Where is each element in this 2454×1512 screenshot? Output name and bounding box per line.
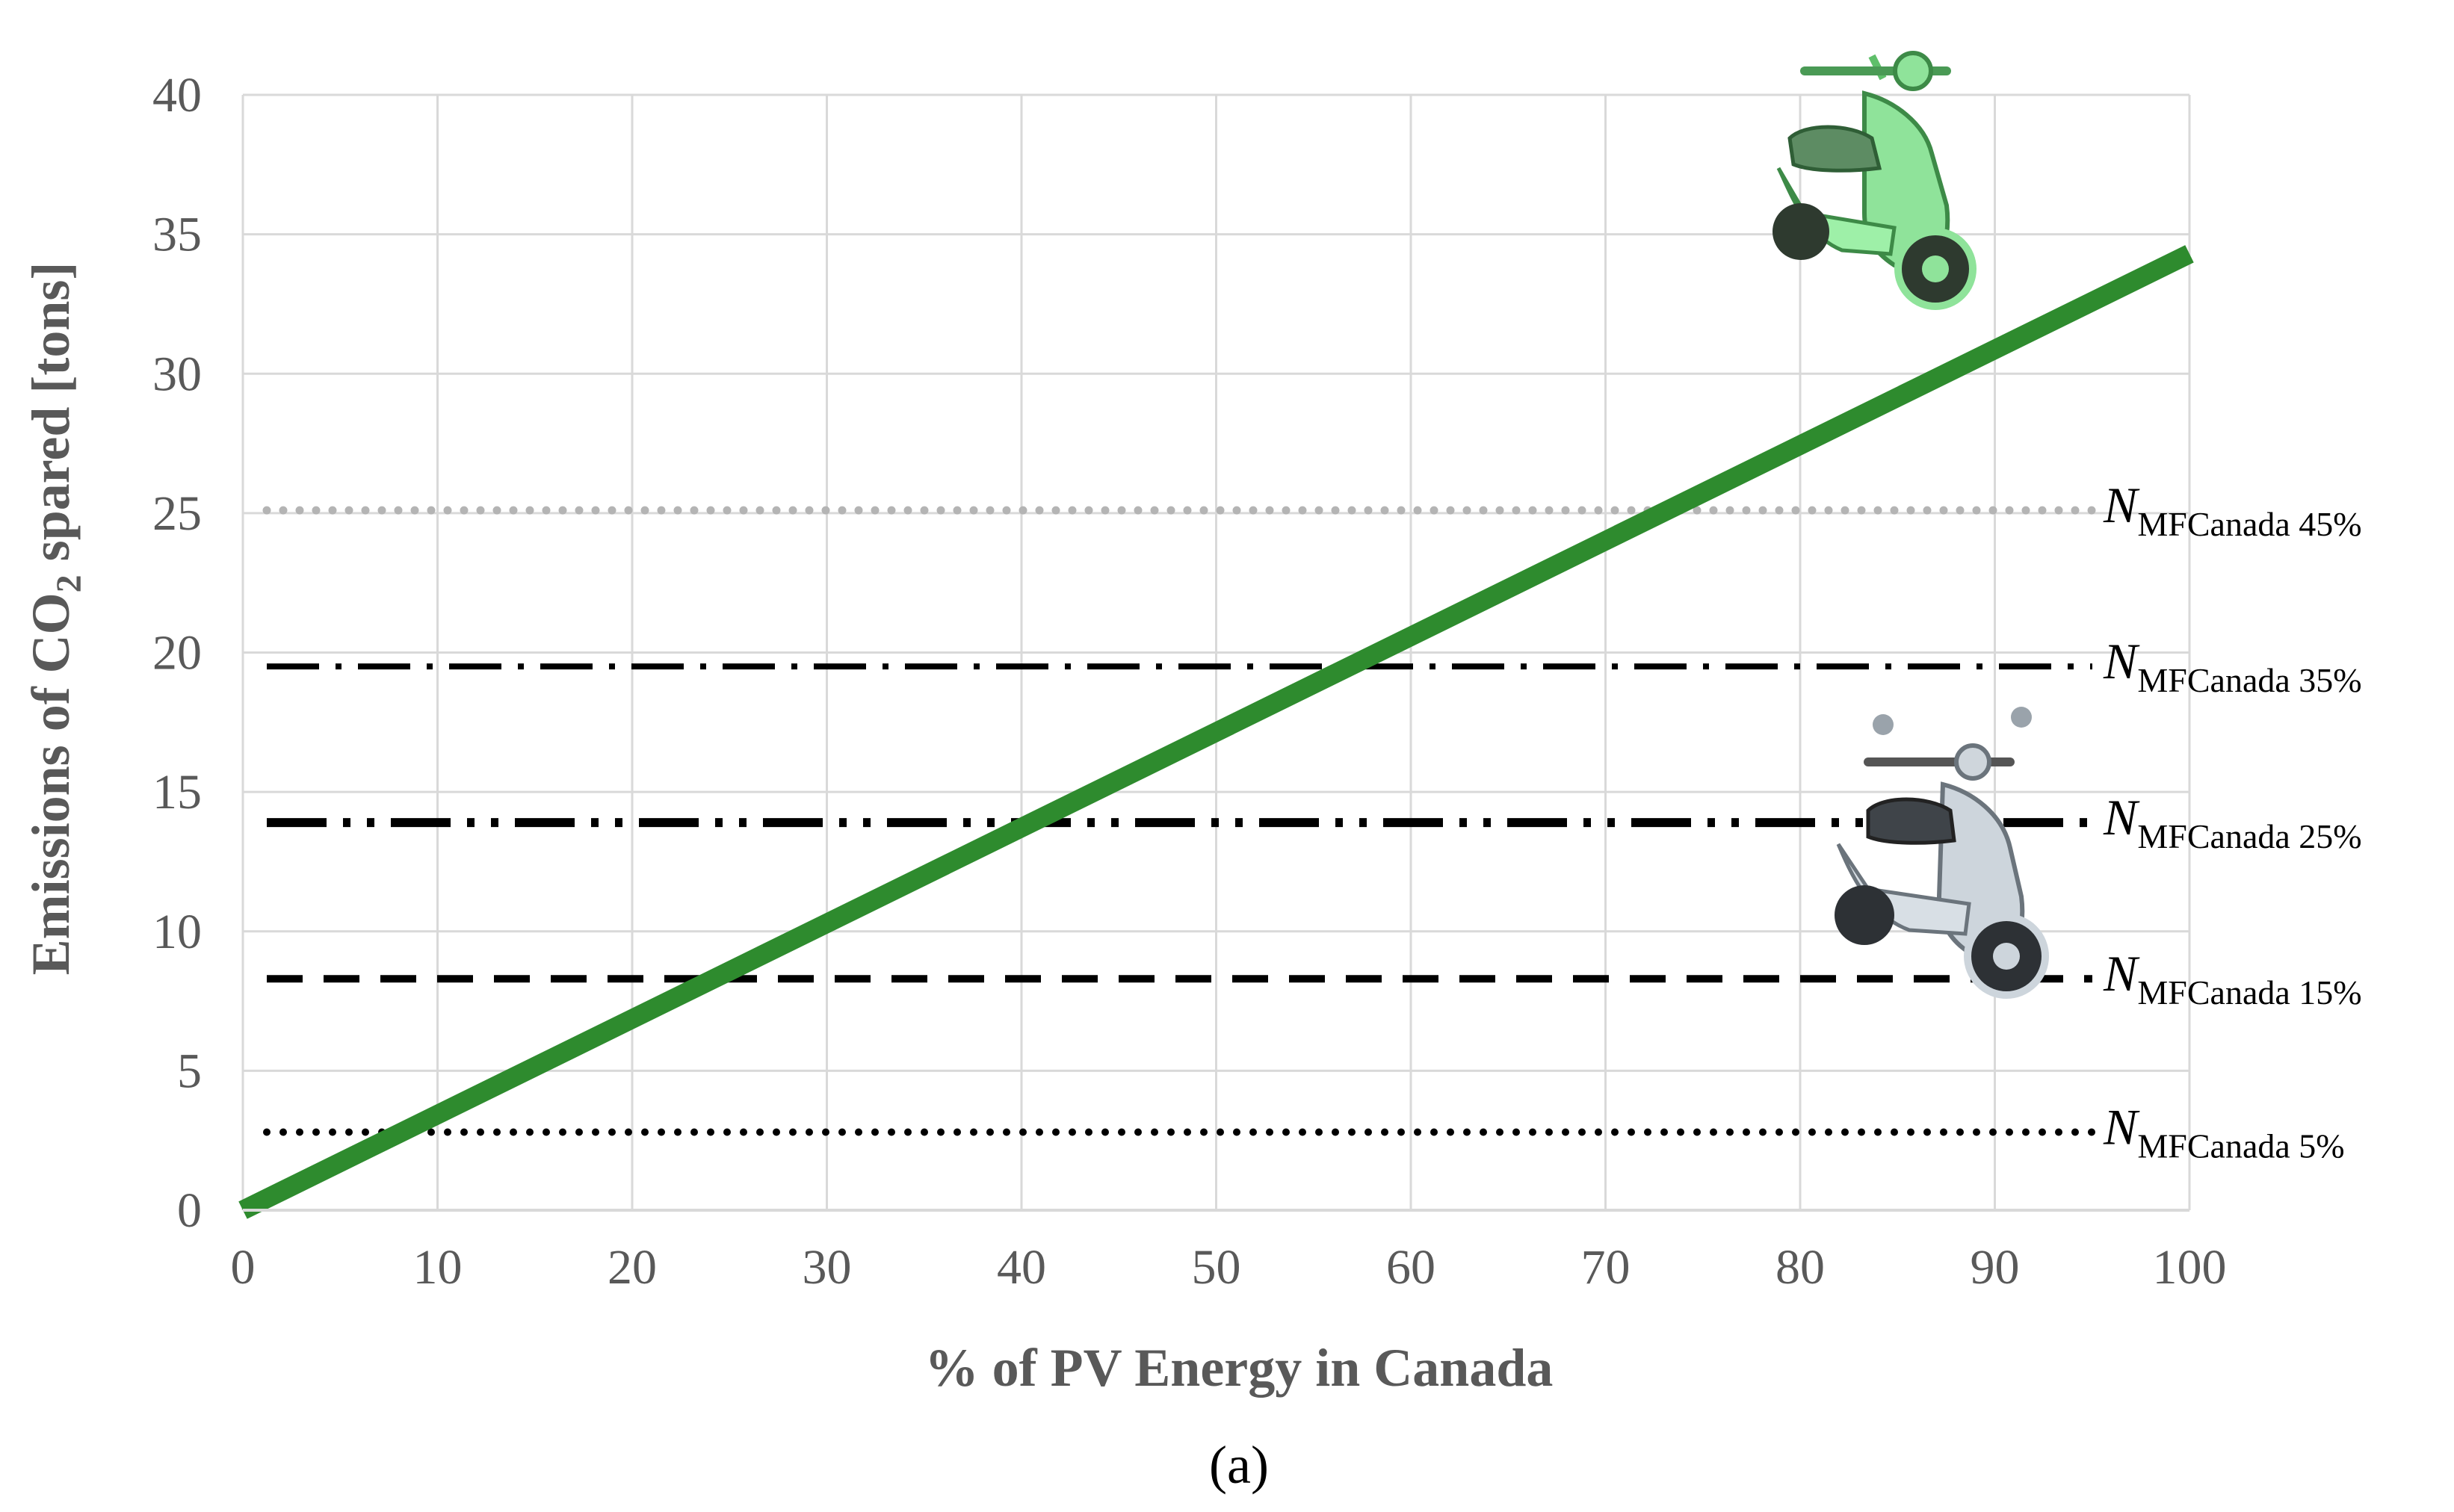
x-tick-label: 90 xyxy=(1971,1240,2020,1295)
x-tick-label: 20 xyxy=(608,1240,657,1295)
reference-lines xyxy=(262,506,2097,1136)
series-layer xyxy=(238,245,2194,1219)
reference-line-label: NMFCanada 35% xyxy=(2103,633,2362,699)
y-tick-label: 35 xyxy=(152,208,202,262)
reference-line-label: NMFCanada 45% xyxy=(2103,477,2362,543)
axes: 0 10 20 30 40 50 60 70 80 90 100 0 5 10 15 20 25 30 35 40 xyxy=(152,68,2227,1295)
reference-line-label: NMFCanada 25% xyxy=(2103,789,2362,855)
y-tick-label: 20 xyxy=(152,626,202,681)
y-axis-title-suffix: spared [tons] xyxy=(21,262,81,575)
reference-line-labels: NMFCanada 45% NMFCanada 35% NMFCanada 25% N… xyxy=(2103,477,2362,1165)
y-tick-label: 25 xyxy=(152,486,202,541)
y-axis-title: Emissions of CO2 spared [tons] xyxy=(21,262,89,976)
x-tick-label: 70 xyxy=(1581,1240,1631,1295)
gray-scooter-icon xyxy=(1835,707,2049,999)
y-axis-title-prefix: Emissions of CO xyxy=(21,592,81,975)
y-tick-label: 40 xyxy=(152,68,202,123)
reference-line-label: NMFCanada 15% xyxy=(2103,945,2362,1011)
x-tick-label: 10 xyxy=(413,1240,463,1295)
series-line xyxy=(238,245,2194,1219)
x-tick-label: 0 xyxy=(231,1240,256,1295)
x-tick-label: 30 xyxy=(803,1240,852,1295)
x-tick-label: 60 xyxy=(1386,1240,1435,1295)
reference-line-label: NMFCanada 5% xyxy=(2103,1098,2345,1165)
x-tick-label: 100 xyxy=(2153,1240,2227,1295)
x-tick-label: 40 xyxy=(997,1240,1046,1295)
x-tick-label: 80 xyxy=(1775,1240,1825,1295)
y-tick-label: 10 xyxy=(152,905,202,959)
y-tick-label: 5 xyxy=(177,1044,202,1098)
y-tick-label: 0 xyxy=(177,1183,202,1238)
figure-caption: (a) xyxy=(1209,1435,1269,1495)
green-scooter-icon xyxy=(1772,51,1977,310)
scooter-icons xyxy=(1772,51,2049,999)
y-tick-label: 30 xyxy=(152,347,202,401)
x-axis-title: % of PV Energy in Canada xyxy=(925,1338,1554,1398)
x-tick-label: 50 xyxy=(1192,1240,1241,1295)
y-tick-label: 15 xyxy=(152,765,202,819)
y-axis-title-subscript: 2 xyxy=(49,574,89,592)
